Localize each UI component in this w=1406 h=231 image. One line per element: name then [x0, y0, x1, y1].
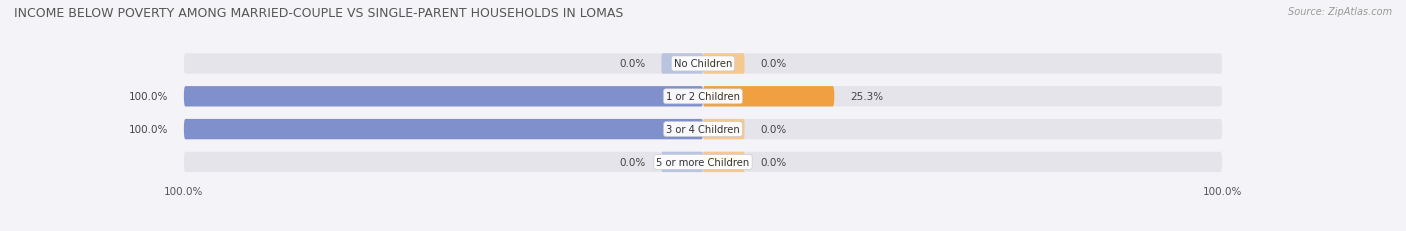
FancyBboxPatch shape	[184, 54, 1222, 74]
Text: 0.0%: 0.0%	[761, 59, 786, 69]
Text: 25.3%: 25.3%	[849, 92, 883, 102]
FancyBboxPatch shape	[703, 54, 745, 74]
Text: 100.0%: 100.0%	[129, 92, 169, 102]
Text: 3 or 4 Children: 3 or 4 Children	[666, 125, 740, 134]
FancyBboxPatch shape	[184, 87, 703, 107]
FancyBboxPatch shape	[703, 152, 745, 172]
Text: 0.0%: 0.0%	[620, 59, 645, 69]
Text: 1 or 2 Children: 1 or 2 Children	[666, 92, 740, 102]
FancyBboxPatch shape	[184, 119, 703, 140]
FancyBboxPatch shape	[703, 119, 745, 140]
Text: 0.0%: 0.0%	[620, 157, 645, 167]
FancyBboxPatch shape	[184, 152, 1222, 172]
FancyBboxPatch shape	[184, 119, 1222, 140]
Text: 0.0%: 0.0%	[761, 125, 786, 134]
Text: 100.0%: 100.0%	[129, 125, 169, 134]
Text: 5 or more Children: 5 or more Children	[657, 157, 749, 167]
Text: No Children: No Children	[673, 59, 733, 69]
FancyBboxPatch shape	[703, 87, 834, 107]
FancyBboxPatch shape	[661, 54, 703, 74]
FancyBboxPatch shape	[661, 152, 703, 172]
Text: INCOME BELOW POVERTY AMONG MARRIED-COUPLE VS SINGLE-PARENT HOUSEHOLDS IN LOMAS: INCOME BELOW POVERTY AMONG MARRIED-COUPL…	[14, 7, 623, 20]
Text: 0.0%: 0.0%	[761, 157, 786, 167]
Text: Source: ZipAtlas.com: Source: ZipAtlas.com	[1288, 7, 1392, 17]
FancyBboxPatch shape	[184, 87, 1222, 107]
